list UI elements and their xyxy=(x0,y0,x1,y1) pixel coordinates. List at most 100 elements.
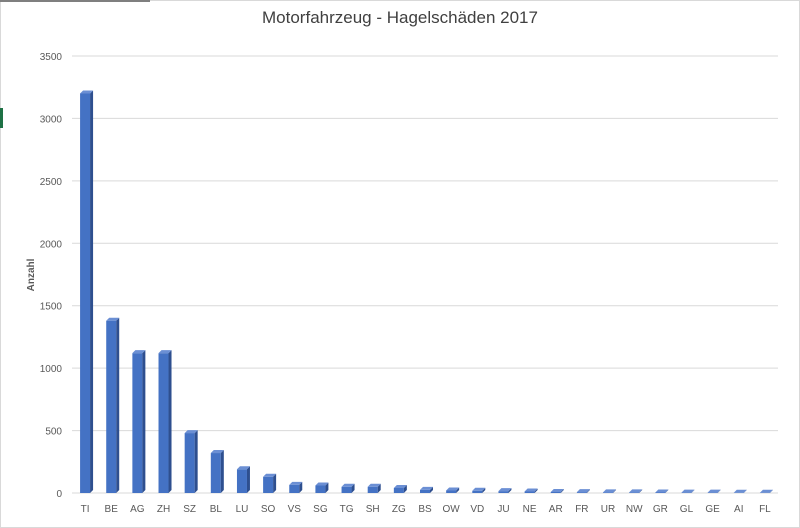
bar-side xyxy=(116,317,120,493)
bar-top xyxy=(550,489,564,493)
bar-side xyxy=(508,488,512,493)
bar-top xyxy=(184,430,198,434)
bar-top xyxy=(524,488,538,492)
bar-top xyxy=(367,483,381,487)
bar-side xyxy=(717,489,721,493)
bar-front xyxy=(629,492,640,493)
bar-vd xyxy=(472,487,486,493)
bar-front xyxy=(184,433,195,493)
bar-side xyxy=(769,489,773,493)
bar-front xyxy=(393,488,404,493)
bar-side xyxy=(613,489,617,493)
bar-top xyxy=(106,317,120,321)
bar-side xyxy=(482,487,486,493)
y-tick-label: 500 xyxy=(45,427,62,438)
bar-top xyxy=(80,90,94,94)
bar-ju xyxy=(498,488,512,493)
selection-indicator xyxy=(0,0,150,2)
bar-top xyxy=(210,450,224,454)
x-tick-label: FR xyxy=(575,504,588,515)
x-tick-label: JU xyxy=(497,504,509,515)
x-tick-label: SG xyxy=(313,504,328,515)
bar-gr xyxy=(655,489,669,493)
bar-gl xyxy=(681,489,695,493)
y-tick-label: 2500 xyxy=(40,177,63,188)
bar-ti xyxy=(80,90,94,493)
bar-top xyxy=(733,489,747,493)
x-tick-label: TG xyxy=(340,504,354,515)
bar-front xyxy=(289,484,300,493)
bar-lu xyxy=(236,466,250,493)
bar-side xyxy=(403,485,407,493)
bar-top xyxy=(315,482,329,486)
bar-sz xyxy=(184,430,198,493)
bar-bs xyxy=(420,486,433,493)
bar-side xyxy=(586,489,590,493)
y-axis-title: Anzahl xyxy=(26,258,37,291)
x-tick-label: TI xyxy=(81,504,90,515)
x-tick-label: SO xyxy=(261,504,276,515)
x-tick-label: UR xyxy=(601,504,615,515)
bar-ur xyxy=(603,489,617,493)
row-marker xyxy=(0,108,3,128)
bar-sg xyxy=(315,482,329,493)
x-tick-label: GL xyxy=(680,504,694,515)
x-axis-ticks: TI BE AG ZH SZ BL LU SO VS SG TG SH ZG BS OW VD JU NE AR FR… xyxy=(81,504,772,515)
x-tick-label: NW xyxy=(626,504,643,515)
bar-top xyxy=(707,489,721,493)
bar-fr xyxy=(576,489,590,493)
bar-top xyxy=(446,487,460,491)
bar-side xyxy=(743,489,747,493)
bar-be xyxy=(106,317,120,493)
bar-top xyxy=(603,489,617,493)
bar-side xyxy=(220,450,224,493)
bar-top xyxy=(341,483,355,487)
bar-front xyxy=(498,491,509,493)
bar-side xyxy=(142,350,146,493)
bar-front xyxy=(550,492,561,493)
bar-top xyxy=(681,489,695,493)
bar-front xyxy=(472,490,483,493)
bar-ar xyxy=(550,489,564,493)
x-tick-label: BE xyxy=(105,504,119,515)
bar-side xyxy=(325,482,329,493)
bar-zg xyxy=(393,485,407,493)
bar-front xyxy=(236,469,247,493)
bar-front xyxy=(576,492,587,493)
bar-side xyxy=(246,466,250,493)
bar-side xyxy=(456,487,460,493)
bar-front xyxy=(210,453,221,493)
bar-top xyxy=(263,473,277,477)
y-tick-label: 3500 xyxy=(40,52,63,63)
bar-side xyxy=(273,473,277,493)
bar-top xyxy=(472,487,486,491)
x-tick-label: BS xyxy=(418,504,432,515)
bar-side xyxy=(90,90,94,493)
bar-front xyxy=(341,486,352,493)
x-tick-label: GE xyxy=(705,504,720,515)
bar-front xyxy=(603,492,614,493)
bar-tg xyxy=(341,483,355,493)
bar-side xyxy=(665,489,669,493)
bar-ai xyxy=(733,489,747,493)
bar-front xyxy=(132,353,143,493)
bar-top xyxy=(132,350,146,354)
bar-front xyxy=(80,93,91,493)
bar-front xyxy=(367,486,378,493)
bar-front xyxy=(158,353,169,493)
bar-top xyxy=(498,488,512,492)
x-tick-label: AR xyxy=(549,504,563,515)
bar-front xyxy=(315,485,326,493)
bar-top xyxy=(289,481,303,485)
bar-ag xyxy=(132,350,146,493)
bar-side xyxy=(691,489,695,493)
bar-ow xyxy=(446,487,460,493)
bar-front xyxy=(524,491,535,493)
bar-top xyxy=(393,485,407,489)
bar-top xyxy=(236,466,250,470)
bar-front xyxy=(420,489,430,493)
bar-top xyxy=(420,486,433,490)
bar-zh xyxy=(158,350,172,493)
x-tick-label: VS xyxy=(288,504,302,515)
x-tick-label: ZG xyxy=(392,504,406,515)
